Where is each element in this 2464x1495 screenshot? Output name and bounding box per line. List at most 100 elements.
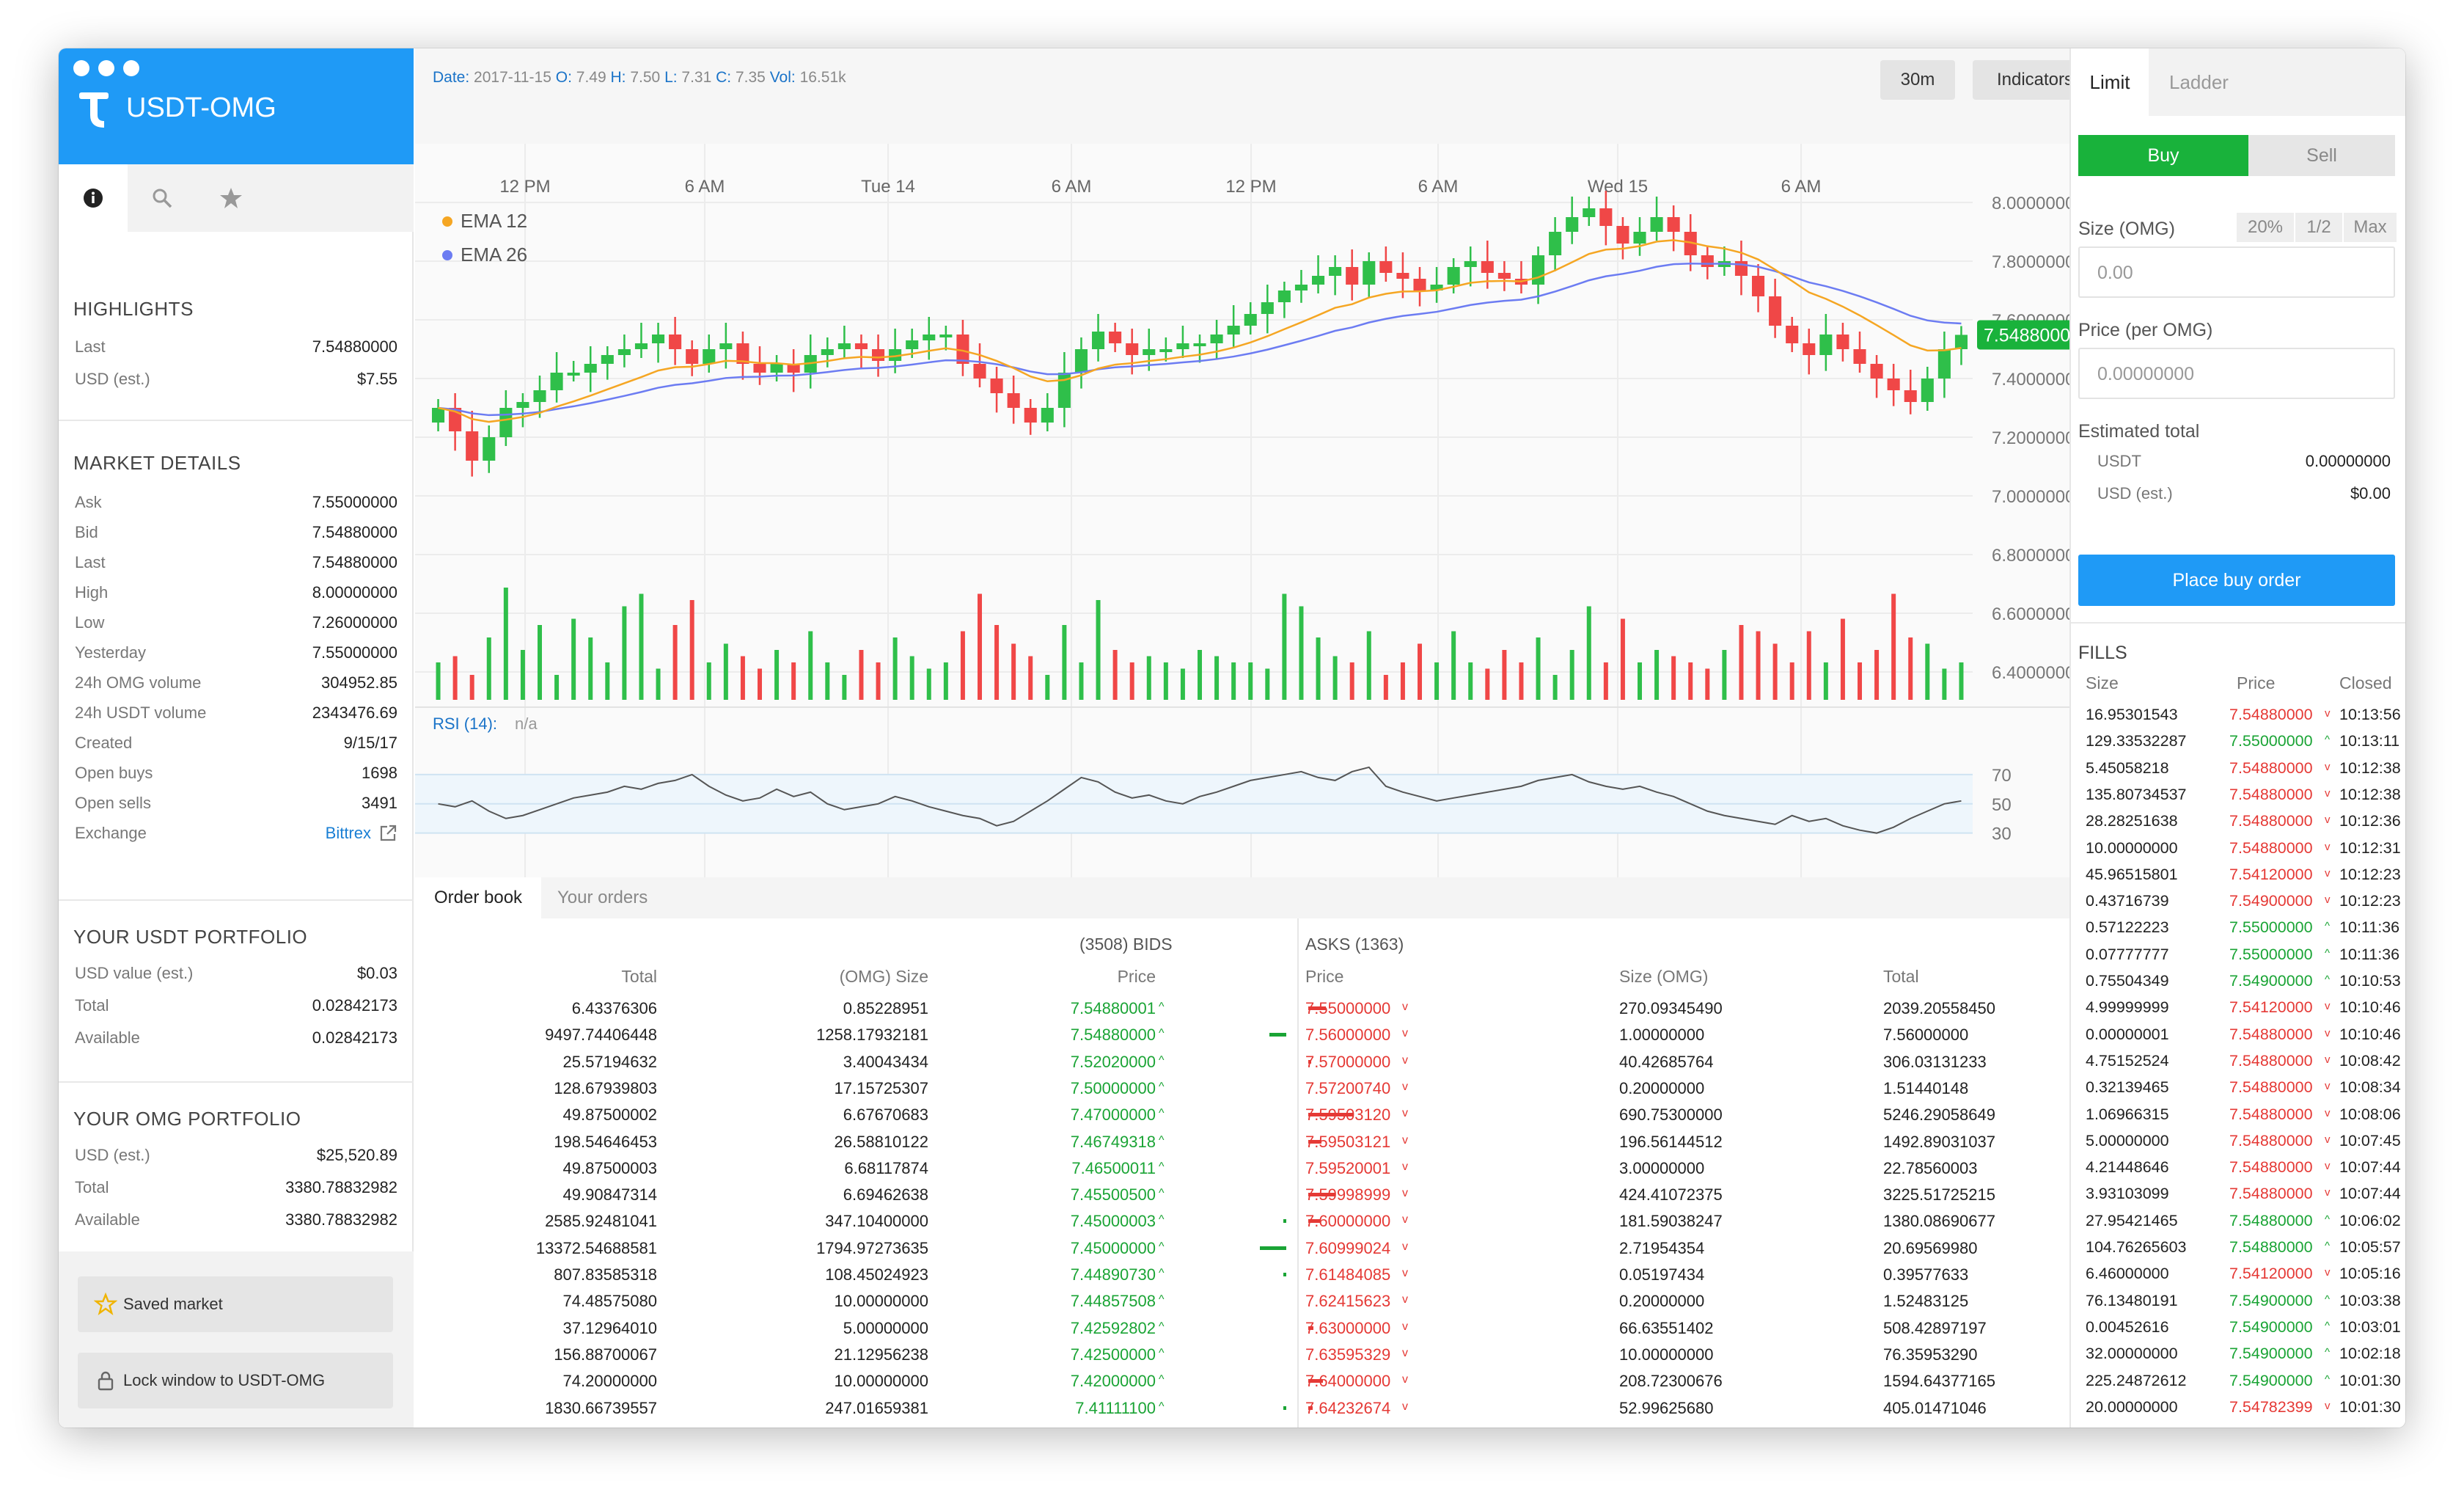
volume-bar (1874, 650, 1880, 700)
search-icon (153, 189, 172, 208)
pct-20-button[interactable]: 20% (2237, 213, 2294, 242)
candle-body (956, 335, 969, 364)
place-buy-order-button[interactable]: Place buy order (2078, 555, 2395, 606)
chart-toolbar: Date: 2017-11-15 O: 7.49 H: 7.50 L: 7.31… (415, 48, 2097, 144)
pct-half-button[interactable]: 1/2 (2295, 213, 2342, 242)
volume-bar (1519, 662, 1524, 700)
candle-body (1937, 349, 1951, 379)
tab-your-orders[interactable]: Your orders (557, 888, 648, 907)
buy-toggle[interactable]: Buy (2078, 135, 2248, 176)
fill-price: 7.54880000 (2229, 1131, 2313, 1149)
external-link-icon[interactable] (378, 824, 397, 843)
order-book-row[interactable]: 74.20000000 10.00000000 7.42000000 ^ 7.64000… (415, 1367, 2069, 1394)
order-book-row[interactable]: 6.43376306 0.85228951 7.54880001 ^ 7.5500000… (415, 995, 2069, 1021)
volume-value: 16.51k (799, 69, 846, 86)
sell-toggle[interactable]: Sell (2248, 135, 2395, 176)
tab-order-book[interactable]: Order book (415, 877, 542, 918)
order-book-row[interactable]: 198.54646453 26.58810122 7.46749318 ^ 7.5950… (415, 1128, 2069, 1155)
last-price-tag (1977, 320, 2069, 350)
tab-info[interactable] (59, 164, 128, 232)
volume-bar (1502, 650, 1507, 700)
order-book-row[interactable]: 13372.54688581 1794.97273635 7.45000000 ^ 7.… (415, 1235, 2069, 1261)
kv-key: Total (75, 1178, 109, 1196)
bid-price: 7.54880000 (1070, 1026, 1156, 1045)
up-caret-icon: ^ (1159, 1027, 1165, 1040)
bid-total: 156.88700067 (554, 1345, 657, 1364)
fill-size: 1.06966315 (2086, 1105, 2169, 1123)
kv-key: USD (est.) (75, 1146, 150, 1164)
bid-price: 7.42000000 (1070, 1372, 1156, 1391)
down-caret-icon: v (1402, 1427, 1408, 1428)
price-chart[interactable]: 8.000000007.800000007.600000007.40000000… (415, 107, 2069, 877)
order-book-row[interactable]: 49.90847314 6.69462638 7.45500500 ^ 7.599989… (415, 1181, 2069, 1207)
order-book-row[interactable]: 37.12964010 5.00000000 7.42592802 ^ 7.630000… (415, 1315, 2069, 1341)
fill-time: 10:03:38 (2339, 1291, 2401, 1309)
window-close-button[interactable] (73, 60, 89, 76)
tab-search[interactable] (128, 164, 197, 232)
fill-size: 129.33532287 (2086, 732, 2187, 750)
down-caret-icon: v (2325, 707, 2331, 720)
volume-bar (1299, 606, 1304, 700)
up-caret-icon: ^ (1159, 1320, 1165, 1333)
fill-size: 0.57122223 (2086, 918, 2169, 937)
high-value: 7.50 (630, 69, 661, 86)
kv-key: Created (75, 734, 133, 752)
order-book-row[interactable]: 9497.74406448 1258.17932181 7.54880000 ^ 7.5… (415, 1021, 2069, 1048)
down-caret-icon: v (1402, 1133, 1408, 1147)
fill-price: 7.54880000 (2229, 838, 2313, 857)
price-input[interactable]: 0.00000000 (2078, 348, 2395, 399)
fill-size: 225.24872612 (2086, 1371, 2187, 1389)
ask-depth-bar (1308, 1219, 1321, 1224)
down-caret-icon: v (2325, 893, 2331, 907)
candle-body (1413, 279, 1426, 290)
order-book-row[interactable]: 99.75000002 13.45952226 7.41111000^ 7.64999… (415, 1421, 2069, 1428)
order-book-row[interactable]: 49.875000026.676706837.47000000^7.595031… (415, 1101, 2069, 1127)
legend-label: EMA 12 (461, 210, 527, 232)
fill-price: 7.54880000 (2229, 785, 2313, 803)
order-book-row[interactable]: 1830.66739557 247.01659381 7.41111100 ^ 7.64… (415, 1395, 2069, 1421)
exchange-link[interactable]: Bittrex (325, 824, 371, 842)
volume-bar (1756, 631, 1761, 700)
ask-price: 7.64999999 (1305, 1425, 1390, 1428)
sidebar-actions: Saved market Lock window to USDT-OMG (59, 1251, 414, 1428)
order-book-row[interactable]: 128.67939803 17.15725307 7.50000000 ^ 7.5720… (415, 1075, 2069, 1101)
fill-price: 7.54120000 (2229, 865, 2313, 883)
lock-window-button[interactable]: Lock window to USDT-OMG (78, 1353, 393, 1408)
fill-size: 4.75152524 (2086, 1051, 2169, 1070)
kv-row: Available 3380.78832982 (75, 1206, 397, 1232)
tab-limit[interactable]: Limit (2071, 48, 2149, 116)
volume-bar (1959, 662, 1964, 700)
pct-max-button[interactable]: Max (2344, 213, 2397, 242)
ask-depth-bar (1308, 1139, 1321, 1144)
size-input[interactable]: 0.00 (2078, 246, 2395, 298)
saved-market-button[interactable]: Saved market (78, 1276, 393, 1332)
candle-body (1159, 349, 1173, 352)
estimated-total-label: Estimated total (2078, 421, 2200, 442)
order-book-row[interactable]: 807.83585318 108.45024923 7.44890730 ^ 7.614… (415, 1261, 2069, 1287)
tab-favorites[interactable] (197, 164, 265, 232)
kv-row: High 8.00000000 (75, 579, 397, 605)
volume-bar (1163, 662, 1168, 700)
tab-ladder[interactable]: Ladder (2169, 70, 2229, 93)
fills-title: FILLS (2078, 643, 2127, 663)
fill-size: 0.00452616 (2086, 1317, 2169, 1336)
order-book-row[interactable]: 25.57194632 3.40043434 7.52020000 ^ 7.570000… (415, 1048, 2069, 1075)
bid-size: 5.00000000 (843, 1318, 928, 1337)
fill-price: 7.54880000 (2229, 812, 2313, 830)
fill-price: 7.54120000 (2229, 1265, 2313, 1283)
volume-bar (672, 625, 678, 700)
order-book-row[interactable]: 74.48575080 10.00000000 7.44857508 ^ 7.62415… (415, 1287, 2069, 1314)
up-caret-icon: ^ (1159, 1053, 1165, 1067)
window-maximize-button[interactable] (123, 60, 139, 76)
volume-bar (622, 606, 627, 700)
window-minimize-button[interactable] (98, 60, 114, 76)
volume-bar (554, 675, 560, 700)
kv-value: 7.55000000 (312, 643, 397, 662)
order-book-row[interactable]: 156.88700067 21.12956238 7.42500000 ^ 7.6359… (415, 1341, 2069, 1367)
interval-button[interactable]: 30m (1880, 60, 1955, 100)
order-book-row[interactable]: 49.87500003 6.68117874 7.46500011 ^ 7.595200… (415, 1155, 2069, 1181)
candle-body (1057, 373, 1071, 408)
order-book-row[interactable]: 2585.92481041 347.10400000 7.45000003 ^ 7.60… (415, 1207, 2069, 1234)
volume-bar (1586, 606, 1591, 700)
fill-time: 10:12:23 (2339, 892, 2401, 910)
